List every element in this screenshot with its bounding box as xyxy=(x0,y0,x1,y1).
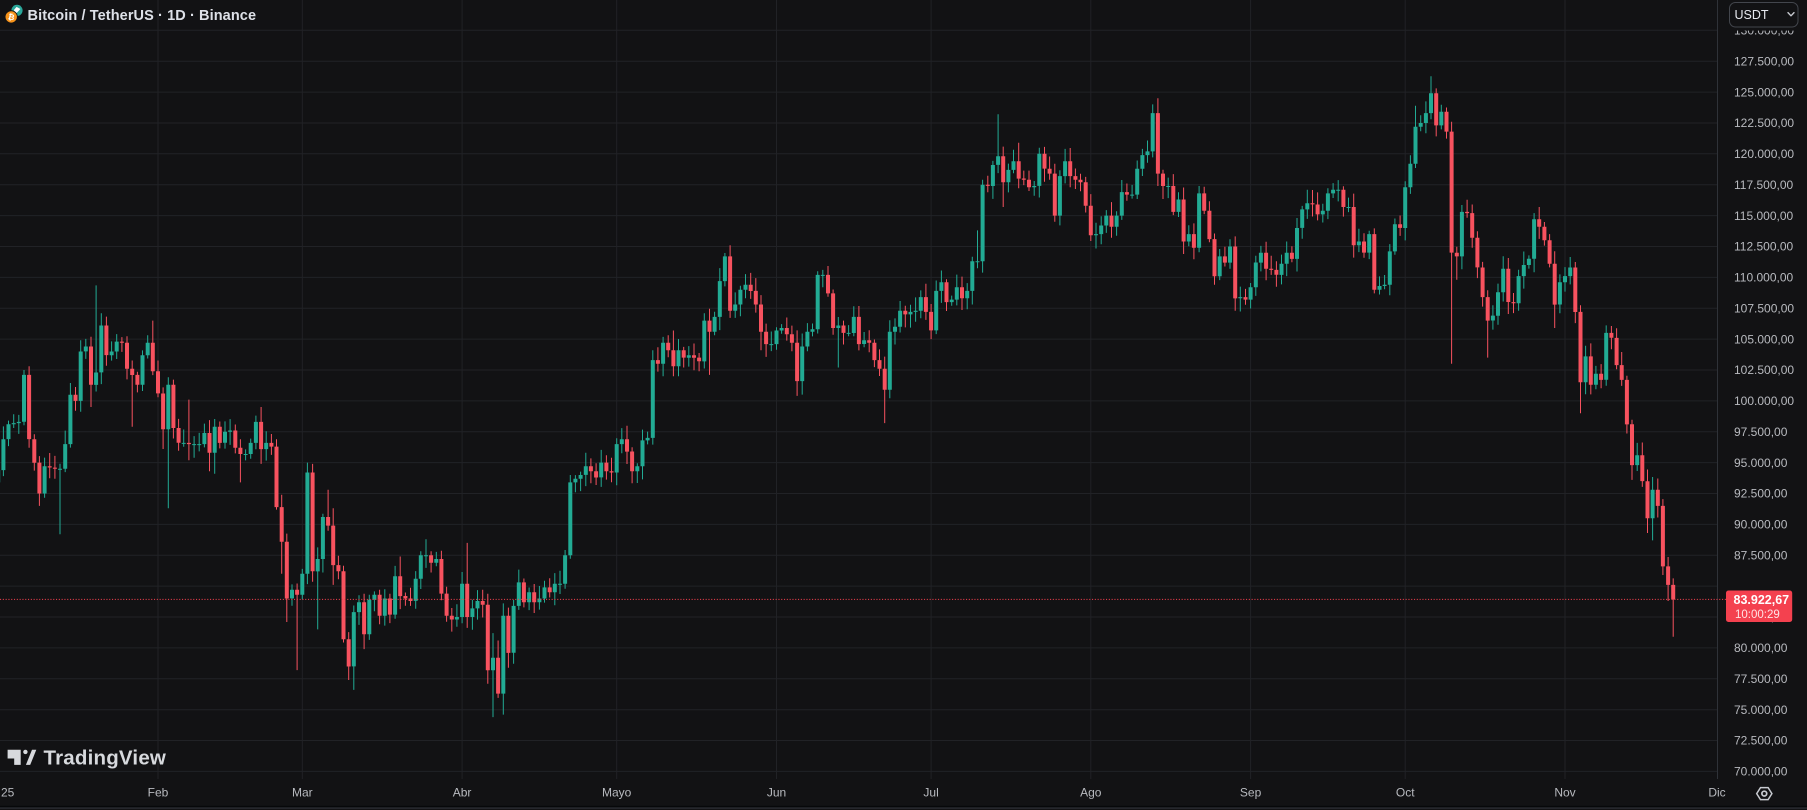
svg-text:87.500,00: 87.500,00 xyxy=(1734,549,1788,563)
svg-text:TradingView: TradingView xyxy=(44,747,167,770)
svg-text:95.000,00: 95.000,00 xyxy=(1734,456,1788,470)
svg-text:10:00:29: 10:00:29 xyxy=(1735,609,1780,621)
svg-text:72.500,00: 72.500,00 xyxy=(1734,734,1788,748)
svg-text:122.500,00: 122.500,00 xyxy=(1734,116,1794,130)
svg-text:Sep: Sep xyxy=(1240,786,1262,800)
svg-text:83.922,67: 83.922,67 xyxy=(1734,593,1790,607)
svg-text:Feb: Feb xyxy=(148,786,169,800)
svg-text:115.000,00: 115.000,00 xyxy=(1734,209,1793,223)
svg-text:112.500,00: 112.500,00 xyxy=(1734,240,1793,254)
svg-text:Ago: Ago xyxy=(1080,786,1102,800)
svg-text:Jul: Jul xyxy=(923,786,938,800)
svg-text:Mayo: Mayo xyxy=(602,786,632,800)
svg-text:110.000,00: 110.000,00 xyxy=(1734,271,1793,285)
svg-text:127.500,00: 127.500,00 xyxy=(1734,54,1794,68)
svg-text:107.500,00: 107.500,00 xyxy=(1734,301,1794,315)
svg-text:USDT: USDT xyxy=(1735,8,1769,22)
svg-text:105.000,00: 105.000,00 xyxy=(1734,332,1794,346)
svg-text:80.000,00: 80.000,00 xyxy=(1734,641,1788,655)
svg-text:100.000,00: 100.000,00 xyxy=(1734,394,1794,408)
svg-text:Oct: Oct xyxy=(1396,786,1415,800)
svg-text:Dic: Dic xyxy=(1708,786,1725,800)
svg-text:77.500,00: 77.500,00 xyxy=(1734,672,1788,686)
svg-text:90.000,00: 90.000,00 xyxy=(1734,518,1788,532)
svg-text:25: 25 xyxy=(1,786,15,800)
svg-text:125.000,00: 125.000,00 xyxy=(1734,85,1794,99)
svg-text:₿: ₿ xyxy=(7,12,16,22)
svg-text:97.500,00: 97.500,00 xyxy=(1734,425,1788,439)
svg-text:120.000,00: 120.000,00 xyxy=(1734,147,1794,161)
svg-text:102.500,00: 102.500,00 xyxy=(1734,363,1794,377)
svg-text:Mar: Mar xyxy=(292,786,313,800)
svg-text:Bitcoin / TetherUS · 1D · Bina: Bitcoin / TetherUS · 1D · Binance xyxy=(28,8,257,24)
svg-text:92.500,00: 92.500,00 xyxy=(1734,487,1788,501)
svg-text:75.000,00: 75.000,00 xyxy=(1734,703,1788,717)
svg-text:70.000,00: 70.000,00 xyxy=(1734,765,1788,779)
svg-text:117.500,00: 117.500,00 xyxy=(1734,178,1793,192)
svg-text:Nov: Nov xyxy=(1554,786,1575,800)
svg-text:Abr: Abr xyxy=(453,786,472,800)
svg-text:Jun: Jun xyxy=(767,786,786,800)
